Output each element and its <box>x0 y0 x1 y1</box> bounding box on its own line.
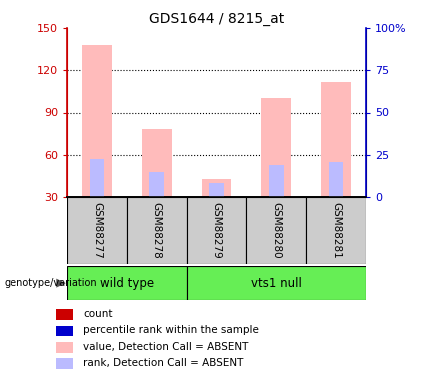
Text: percentile rank within the sample: percentile rank within the sample <box>83 325 259 335</box>
Text: wild type: wild type <box>100 277 154 290</box>
Title: GDS1644 / 8215_at: GDS1644 / 8215_at <box>149 12 284 26</box>
Bar <box>90 159 104 197</box>
Bar <box>67 197 127 264</box>
Bar <box>321 82 351 197</box>
Bar <box>187 197 246 264</box>
Bar <box>149 172 164 197</box>
Text: vts1 null: vts1 null <box>251 277 302 290</box>
Bar <box>329 162 343 197</box>
Text: GSM88278: GSM88278 <box>152 202 162 259</box>
Bar <box>261 99 291 197</box>
Bar <box>56 342 73 352</box>
Text: GSM88277: GSM88277 <box>92 202 102 259</box>
Text: count: count <box>83 309 113 319</box>
Bar <box>56 358 73 369</box>
Bar <box>306 197 366 264</box>
Bar <box>246 197 306 264</box>
Polygon shape <box>56 279 66 288</box>
Bar <box>56 326 73 336</box>
Bar <box>82 45 112 197</box>
Bar <box>209 183 224 197</box>
Bar <box>67 266 187 300</box>
Bar <box>201 178 231 197</box>
Text: GSM88280: GSM88280 <box>271 202 281 259</box>
Bar <box>142 129 171 197</box>
Text: GSM88281: GSM88281 <box>331 202 341 259</box>
Bar <box>127 197 187 264</box>
Bar <box>56 309 73 320</box>
Text: rank, Detection Call = ABSENT: rank, Detection Call = ABSENT <box>83 358 243 368</box>
Bar <box>269 165 284 197</box>
Bar <box>187 266 366 300</box>
Text: GSM88279: GSM88279 <box>211 202 222 259</box>
Text: value, Detection Call = ABSENT: value, Detection Call = ABSENT <box>83 342 249 352</box>
Text: genotype/variation: genotype/variation <box>4 278 97 288</box>
